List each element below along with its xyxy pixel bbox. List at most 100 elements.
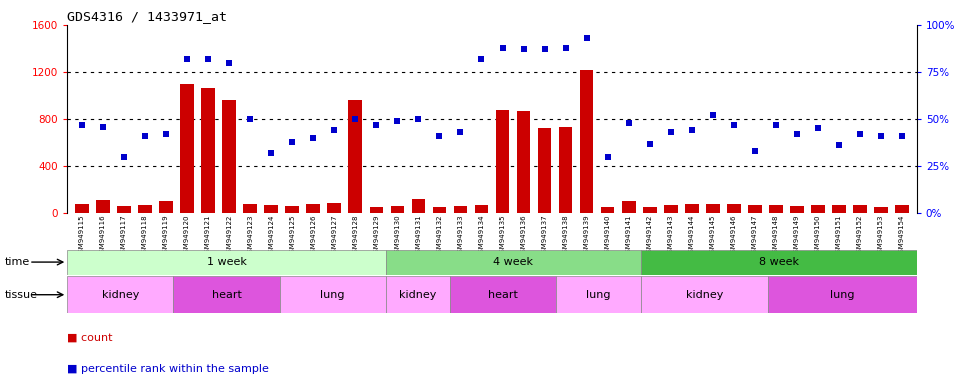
Point [747,148,762,154]
Bar [474,205,489,213]
Bar [811,205,825,213]
Bar [117,206,131,213]
Bar [96,200,109,213]
Point [579,35,594,41]
Point [158,131,174,137]
Point [768,122,783,128]
Point [642,141,658,147]
Point [474,56,490,62]
Point [348,116,363,122]
Bar [495,109,510,213]
Point [180,56,195,62]
Bar [875,207,888,213]
Point [326,127,342,133]
Bar [243,204,257,213]
Bar [622,201,636,213]
Text: kidney: kidney [685,290,723,300]
Text: 1 week: 1 week [206,257,247,267]
Point [432,133,447,139]
Text: heart: heart [488,290,517,300]
Point [137,133,153,139]
Bar [832,205,846,213]
Bar [896,205,909,213]
Point [789,131,804,137]
Bar [433,207,446,213]
Bar [202,88,215,213]
Bar [768,276,917,313]
Point [243,116,258,122]
Bar [370,207,383,213]
Bar [601,207,614,213]
Point [116,154,132,160]
Point [895,133,910,139]
Point [201,56,216,62]
Text: kidney: kidney [399,290,437,300]
Point [390,118,405,124]
Bar [306,204,320,213]
Bar [748,205,761,213]
Bar [279,276,386,313]
Text: 4 week: 4 week [493,257,533,267]
Text: GDS4316 / 1433971_at: GDS4316 / 1433971_at [67,10,228,23]
Bar [640,276,768,313]
Bar [790,206,804,213]
Point [263,150,278,156]
Bar [706,204,720,213]
Text: tissue: tissue [5,290,37,300]
Point [95,124,110,130]
Bar [75,204,88,213]
Text: lung: lung [321,290,345,300]
Text: 8 week: 8 week [758,257,799,267]
Bar [348,100,362,213]
Text: lung: lung [830,290,854,300]
Bar [67,276,174,313]
Point [284,139,300,145]
Bar [454,206,468,213]
Bar [538,128,551,213]
Point [706,112,721,118]
Point [74,122,89,128]
Point [726,122,741,128]
Point [222,60,237,66]
Bar [643,207,657,213]
Bar [684,204,699,213]
Text: kidney: kidney [102,290,139,300]
Bar [664,205,678,213]
Bar [556,276,640,313]
Bar [285,206,300,213]
Bar [159,201,173,213]
Bar [180,84,194,213]
Bar [727,204,741,213]
Point [831,142,847,149]
Point [516,46,531,53]
Point [621,120,636,126]
Text: heart: heart [211,290,241,300]
Bar [223,100,236,213]
Point [558,45,573,51]
Point [600,154,615,160]
Bar [449,276,556,313]
Text: time: time [5,257,30,267]
Bar [386,250,640,275]
Bar [640,250,917,275]
Point [810,125,826,131]
Bar [386,276,449,313]
Bar [391,206,404,213]
Bar [516,111,530,213]
Text: lung: lung [586,290,611,300]
Bar [769,205,782,213]
Bar [412,199,425,213]
Bar [138,205,152,213]
Bar [264,205,278,213]
Point [453,129,468,135]
Bar [580,70,593,213]
Point [537,46,552,53]
Point [684,127,700,133]
Text: ■ count: ■ count [67,333,112,343]
Text: ■ percentile rank within the sample: ■ percentile rank within the sample [67,364,269,374]
Bar [559,127,572,213]
Point [305,135,321,141]
Point [369,122,384,128]
Point [852,131,868,137]
Point [411,116,426,122]
